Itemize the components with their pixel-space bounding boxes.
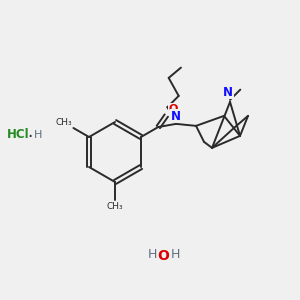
Text: HCl: HCl bbox=[7, 128, 29, 142]
Text: N: N bbox=[171, 110, 181, 123]
Text: H: H bbox=[34, 130, 42, 140]
Text: H: H bbox=[170, 248, 180, 260]
Text: CH₃: CH₃ bbox=[56, 118, 72, 127]
Text: O: O bbox=[168, 103, 178, 113]
Text: H: H bbox=[147, 248, 157, 260]
Text: CH₃: CH₃ bbox=[107, 202, 123, 211]
Text: N: N bbox=[223, 86, 233, 99]
Text: ·: · bbox=[27, 128, 33, 146]
Text: O: O bbox=[157, 249, 169, 263]
